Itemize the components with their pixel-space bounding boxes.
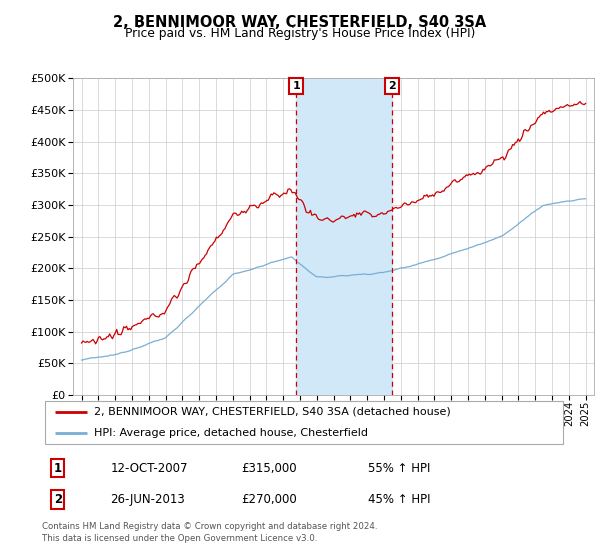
Text: 55% ↑ HPI: 55% ↑ HPI (367, 461, 430, 475)
Text: 1: 1 (53, 461, 62, 475)
Text: 45% ↑ HPI: 45% ↑ HPI (367, 493, 430, 506)
Text: 2: 2 (53, 493, 62, 506)
Text: 1: 1 (293, 81, 301, 91)
FancyBboxPatch shape (44, 401, 563, 444)
Text: 2, BENNIMOOR WAY, CHESTERFIELD, S40 3SA (detached house): 2, BENNIMOOR WAY, CHESTERFIELD, S40 3SA … (95, 407, 451, 417)
Text: 2: 2 (388, 81, 396, 91)
Bar (296, 78, 392, 395)
Text: Price paid vs. HM Land Registry's House Price Index (HPI): Price paid vs. HM Land Registry's House … (125, 27, 475, 40)
Text: £270,000: £270,000 (241, 493, 297, 506)
Text: HPI: Average price, detached house, Chesterfield: HPI: Average price, detached house, Ches… (95, 428, 368, 438)
Text: £315,000: £315,000 (241, 461, 297, 475)
Text: 12-OCT-2007: 12-OCT-2007 (110, 461, 188, 475)
Text: 26-JUN-2013: 26-JUN-2013 (110, 493, 185, 506)
Text: 2, BENNIMOOR WAY, CHESTERFIELD, S40 3SA: 2, BENNIMOOR WAY, CHESTERFIELD, S40 3SA (113, 15, 487, 30)
Text: Contains HM Land Registry data © Crown copyright and database right 2024.
This d: Contains HM Land Registry data © Crown c… (42, 522, 377, 543)
